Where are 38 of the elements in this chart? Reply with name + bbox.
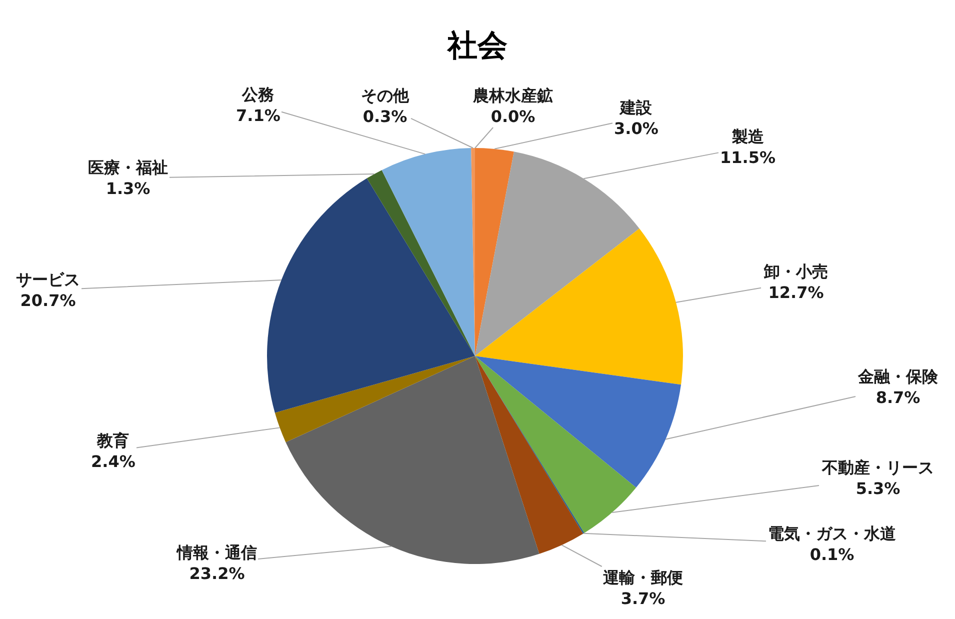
data-label: 0.3% xyxy=(362,106,408,126)
slice-label: 不動産・リース xyxy=(821,458,934,477)
pie-slice xyxy=(366,170,475,356)
slice-label: 運輸・郵便 xyxy=(602,568,683,587)
data-label: 0.1% xyxy=(810,544,854,564)
data-label: 1.3% xyxy=(106,178,150,198)
slice-label: 製造 xyxy=(730,127,765,146)
pie-slice xyxy=(274,356,475,442)
chart-title: 社会 xyxy=(446,28,508,64)
slice-label: 医療・福祉 xyxy=(88,158,168,177)
slice-label: 教育 xyxy=(96,431,130,450)
data-label: 3.0% xyxy=(614,118,658,138)
pie-slice xyxy=(475,356,636,534)
data-label: 8.7% xyxy=(876,388,920,407)
pie-slice xyxy=(382,148,475,356)
data-label: 7.1% xyxy=(236,106,280,125)
data-label: 23.2% xyxy=(189,564,245,583)
slice-label: 電気・ガス・水道 xyxy=(768,524,897,543)
slice-label: 建設 xyxy=(618,98,654,117)
slice-label: その他 xyxy=(361,86,410,105)
slice-label: 卸・小売 xyxy=(763,262,828,281)
category-label: 農林水産鉱 xyxy=(473,86,553,105)
pie-slice xyxy=(267,178,475,413)
data-label: 12.7% xyxy=(768,282,824,302)
data-label: 20.7% xyxy=(20,290,76,310)
slice-label: 公務 xyxy=(241,85,276,104)
text: 0.0% xyxy=(490,106,536,126)
slice-label: サービス xyxy=(16,270,80,289)
pie-slice xyxy=(475,228,683,385)
pie-slice xyxy=(286,356,540,564)
pie-slice xyxy=(475,356,682,488)
pie-slice xyxy=(475,148,514,356)
data-label: 3.7% xyxy=(620,588,666,608)
data-label: 2.4% xyxy=(91,452,136,471)
slice-label: 金融・保険 xyxy=(857,367,939,386)
slice-label: 情報・通信 xyxy=(176,543,257,562)
data-label: 11.5% xyxy=(720,148,776,167)
data-label: 5.3% xyxy=(856,478,900,498)
